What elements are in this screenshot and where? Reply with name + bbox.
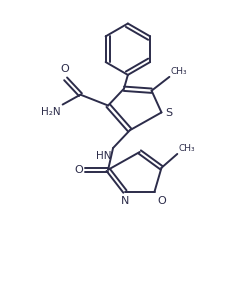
Text: N: N	[121, 196, 129, 206]
Text: O: O	[157, 196, 166, 206]
Text: S: S	[165, 108, 172, 118]
Text: CH₃: CH₃	[170, 67, 187, 76]
Text: CH₃: CH₃	[178, 144, 195, 153]
Text: H₂N: H₂N	[41, 106, 61, 116]
Text: O: O	[60, 64, 69, 74]
Text: HN: HN	[96, 151, 111, 161]
Text: O: O	[75, 165, 83, 175]
